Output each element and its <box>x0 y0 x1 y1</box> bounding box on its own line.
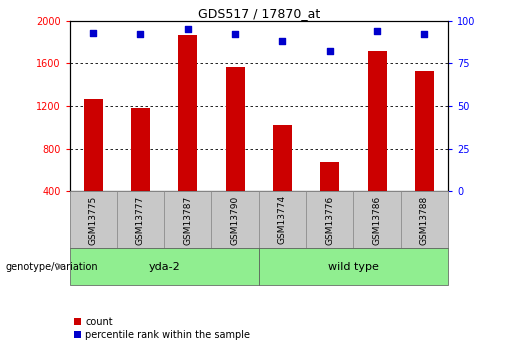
Bar <box>84 99 102 234</box>
Point <box>373 28 381 34</box>
Text: GSM13777: GSM13777 <box>136 195 145 245</box>
Bar <box>131 108 150 234</box>
Point <box>231 32 239 37</box>
Text: genotype/variation: genotype/variation <box>5 262 98 272</box>
Bar <box>415 71 434 234</box>
Bar <box>259 248 448 285</box>
Bar <box>259 191 306 248</box>
Bar <box>320 161 339 234</box>
Bar <box>401 191 448 248</box>
Point <box>325 49 334 54</box>
Bar <box>273 125 292 234</box>
Text: GSM13790: GSM13790 <box>231 195 239 245</box>
Bar <box>164 191 212 248</box>
Bar <box>70 191 117 248</box>
Text: GSM13788: GSM13788 <box>420 195 429 245</box>
Text: wild type: wild type <box>328 262 379 272</box>
Bar <box>226 67 245 234</box>
Point <box>136 32 145 37</box>
Legend: count, percentile rank within the sample: count, percentile rank within the sample <box>74 317 250 340</box>
Bar <box>70 248 259 285</box>
Text: GSM13774: GSM13774 <box>278 195 287 245</box>
Bar <box>368 51 387 234</box>
Text: GSM13786: GSM13786 <box>372 195 382 245</box>
Point <box>89 30 97 36</box>
Text: GSM13776: GSM13776 <box>325 195 334 245</box>
Text: yda-2: yda-2 <box>148 262 180 272</box>
Text: GSM13775: GSM13775 <box>89 195 98 245</box>
Bar <box>212 191 259 248</box>
Point <box>420 32 428 37</box>
Point <box>278 38 286 44</box>
Bar <box>178 34 197 234</box>
Bar <box>117 191 164 248</box>
Title: GDS517 / 17870_at: GDS517 / 17870_at <box>198 7 320 20</box>
Bar <box>306 191 353 248</box>
Bar <box>353 191 401 248</box>
Point <box>184 27 192 32</box>
Text: GSM13787: GSM13787 <box>183 195 192 245</box>
